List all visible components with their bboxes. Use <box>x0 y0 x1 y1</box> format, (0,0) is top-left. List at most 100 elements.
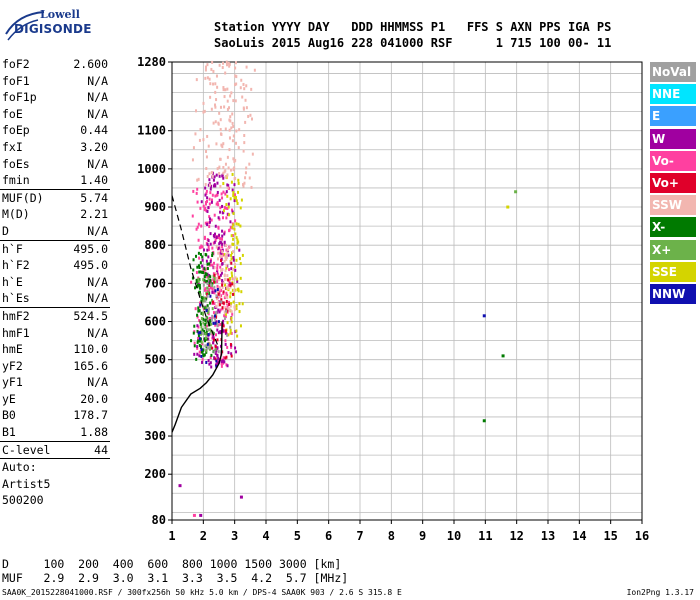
echo-point <box>206 267 209 271</box>
echo-point <box>203 329 206 333</box>
echo-point <box>216 284 219 288</box>
param-separator <box>0 306 110 308</box>
x-tick-label: 14 <box>572 529 586 543</box>
echo-point <box>237 240 240 244</box>
echo-point <box>226 194 229 198</box>
echo-point <box>201 328 204 332</box>
echo-point <box>225 248 228 252</box>
echo-point <box>206 294 209 298</box>
param-group-2: MUF(D) 5.74 M(D) 2.21 D N/A <box>0 190 112 240</box>
param-row: h`F 495.0 <box>0 241 112 258</box>
echo-point <box>216 324 219 328</box>
echo-point <box>215 74 218 78</box>
echo-point <box>220 254 223 258</box>
echo-point <box>229 328 232 332</box>
echo-point <box>221 283 224 287</box>
param-value: N/A <box>87 73 108 88</box>
echo-point <box>199 346 202 350</box>
echo-point <box>211 60 214 64</box>
param-row: fxI 3.20 <box>0 139 112 156</box>
echo-point <box>227 166 230 170</box>
echo-point <box>215 193 218 197</box>
echo-point <box>231 312 234 316</box>
echo-point <box>204 182 207 186</box>
echo-point <box>195 357 198 361</box>
echo-point <box>236 201 239 205</box>
echo-point <box>215 235 218 239</box>
echo-point <box>227 307 230 311</box>
param-value: N/A <box>87 325 108 340</box>
echo-point <box>218 285 221 289</box>
echo-point <box>224 175 227 179</box>
echo-point <box>217 275 220 279</box>
echo-point <box>209 344 212 348</box>
echo-point <box>229 244 232 248</box>
echo-point <box>219 273 222 277</box>
echo-point <box>211 282 214 286</box>
echo-point <box>210 298 213 302</box>
echo-point <box>221 66 224 70</box>
echo-point <box>208 280 211 284</box>
echo-point <box>204 336 207 340</box>
legend-item: NNE <box>650 84 696 105</box>
echo-point <box>229 295 232 299</box>
echo-point <box>203 236 206 240</box>
echo-point <box>211 174 214 178</box>
echo-point <box>223 232 226 236</box>
echo-point <box>209 286 212 290</box>
echo-point <box>220 362 223 366</box>
echo-point <box>201 312 204 316</box>
echo-point <box>209 361 212 365</box>
echo-point <box>222 142 225 146</box>
y-tick-label: 1100 <box>137 124 166 138</box>
auto-line: Auto: <box>2 460 37 475</box>
echo-point <box>226 186 229 190</box>
param-row: D N/A <box>0 223 112 240</box>
echo-point <box>212 311 215 315</box>
echo-point <box>236 238 239 242</box>
echo-point <box>213 276 216 280</box>
echo-point <box>202 278 205 282</box>
echo-point <box>205 273 208 277</box>
echo-point <box>224 255 227 259</box>
echo-point <box>206 134 209 138</box>
echo-point <box>232 223 235 227</box>
echo-point <box>247 114 250 118</box>
echo-point <box>221 216 224 220</box>
echo-point <box>206 304 209 308</box>
echo-point <box>211 251 214 255</box>
echo-point <box>235 75 238 79</box>
echo-point <box>198 256 201 260</box>
echo-point <box>200 270 203 274</box>
echo-point <box>234 61 237 65</box>
echo-point <box>197 336 200 340</box>
echo-point <box>216 167 219 171</box>
echo-point <box>216 280 219 284</box>
echo-point <box>216 354 219 358</box>
echo-point <box>203 270 206 274</box>
echo-point <box>215 311 218 315</box>
echo-point <box>197 177 200 181</box>
param-label: h`Es <box>2 291 30 306</box>
param-row: B0 178.7 <box>0 407 112 424</box>
param-value: N/A <box>87 223 108 238</box>
y-tick-label: 800 <box>144 238 166 252</box>
echo-point <box>212 272 215 276</box>
echo-point <box>222 209 225 213</box>
echo-point <box>232 167 235 171</box>
echo-point <box>218 111 221 115</box>
legend-item: NoVal <box>650 62 696 82</box>
echo-point <box>220 364 223 368</box>
echo-point <box>192 331 195 335</box>
echo-point <box>233 227 236 231</box>
echo-point <box>218 174 221 178</box>
echo-point <box>204 287 207 291</box>
echo-point <box>227 333 230 337</box>
legend-item: W <box>650 128 696 149</box>
echo-point <box>205 345 208 349</box>
echo-point <box>214 194 217 198</box>
echo-point <box>221 250 224 254</box>
echo-point <box>205 191 208 195</box>
echo-point <box>214 357 217 361</box>
echo-point <box>203 296 206 300</box>
